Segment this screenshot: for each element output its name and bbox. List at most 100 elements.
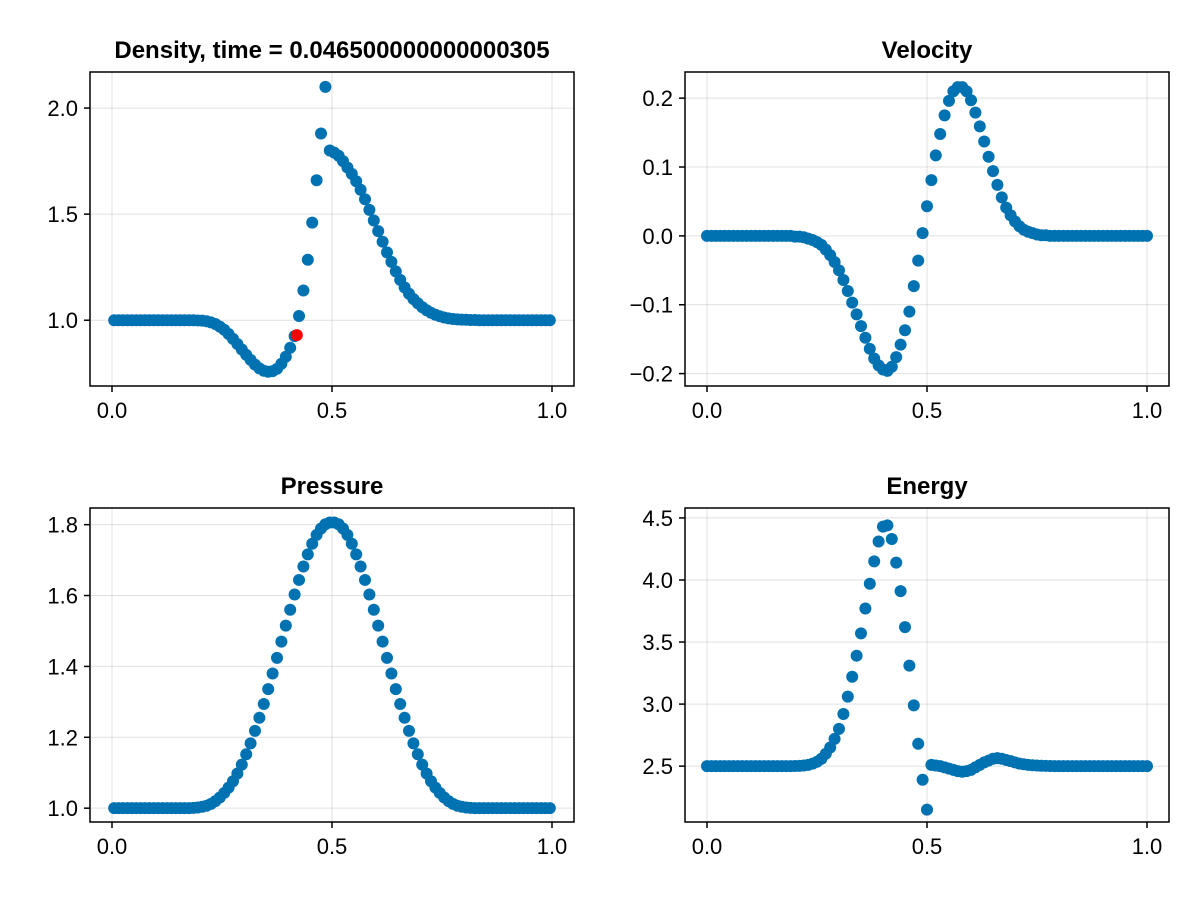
velocity-point-36 [859, 331, 872, 344]
pressure-point-40 [284, 603, 297, 616]
energy-point-35 [855, 627, 867, 640]
energy-point-38 [868, 555, 881, 568]
pressure-point-69 [411, 748, 424, 761]
pressure-xtick-label-0: 0.0 [97, 834, 128, 859]
pressure-ytick-label-2: 1.4 [47, 654, 78, 679]
pressure-point-28 [231, 767, 244, 780]
density-point-60 [372, 225, 385, 238]
energy-ytick-label-2: 3.5 [642, 630, 673, 655]
pressure-title: Pressure [281, 473, 384, 500]
density-point-56 [354, 183, 367, 196]
pressure-point-65 [394, 697, 407, 710]
density-point-39 [279, 350, 292, 363]
velocity-point-53 [934, 127, 947, 140]
pressure-point-61 [376, 635, 389, 648]
velocity-point-46 [903, 305, 916, 318]
pressure-point-43 [297, 560, 310, 573]
density-title: Density, time = 0.046500000000000305 [114, 37, 549, 64]
energy-ytick-label-4: 4.5 [642, 506, 673, 531]
velocity-ytick-label-0: −0.2 [630, 362, 673, 387]
velocity-point-43 [890, 351, 903, 364]
pressure-ytick-label-4: 1.8 [47, 513, 78, 538]
pressure-point-60 [372, 619, 385, 632]
panel-velocity: 0.0 0.5 1.0 −0.2 −0.1 0.0 0.1 0.2 Velocity [630, 37, 1170, 423]
velocity-point-64 [982, 150, 995, 163]
velocity-point-32 [841, 284, 854, 297]
density-xtick-label-1: 0.5 [317, 398, 348, 423]
velocity-ytick-label-4: 0.2 [642, 86, 673, 111]
density-point-57 [359, 193, 371, 206]
velocity-point-55 [943, 94, 955, 107]
energy-point-48 [912, 737, 925, 750]
pressure-ytick-label-1: 1.2 [47, 725, 78, 750]
density-point-43 [297, 284, 310, 297]
density-point-45 [306, 216, 319, 229]
pressure-point-62 [381, 651, 393, 664]
pressure-point-70 [416, 758, 429, 771]
pressure-xtick-label-2: 1.0 [537, 834, 568, 859]
density-point-48 [319, 80, 332, 93]
velocity-point-35 [855, 320, 867, 333]
velocity-point-33 [846, 296, 859, 309]
energy-point-46 [903, 659, 916, 672]
pressure-point-55 [350, 548, 363, 561]
pressure-point-59 [367, 603, 380, 616]
velocity-point-51 [925, 174, 938, 187]
pressure-point-68 [407, 737, 420, 750]
velocity-point-47 [907, 280, 920, 293]
velocity-point-45 [899, 324, 911, 337]
density-ytick-label-1: 1.5 [47, 202, 78, 227]
panel-pressure: 0.0 0.5 1.0 1.0 1.2 1.4 1.6 1.8 Pressure [47, 473, 575, 859]
panel-density: 0.0 0.5 1.0 1.0 1.5 2.0 Density, time = 0.0465… [47, 37, 575, 423]
velocity-title: Velocity [882, 37, 973, 64]
pressure-point-57 [359, 573, 371, 586]
pressure-point-53 [341, 528, 354, 541]
velocity-point-100 [1141, 229, 1153, 242]
density-point-47 [315, 127, 327, 140]
velocity-point-59 [960, 85, 973, 98]
pressure-point-66 [398, 711, 411, 724]
pressure-point-31 [244, 737, 257, 750]
pressure-point-56 [354, 560, 367, 573]
velocity-point-31 [837, 273, 850, 286]
energy-point-33 [846, 670, 859, 683]
pressure-point-63 [385, 667, 398, 680]
pressure-ytick-label-0: 1.0 [47, 796, 78, 821]
density-point-40 [284, 341, 297, 354]
energy-point-34 [850, 649, 863, 662]
velocity-point-34 [850, 308, 863, 321]
velocity-point-37 [863, 342, 876, 355]
energy-xtick-label-1: 0.5 [912, 834, 943, 859]
energy-ytick-label-0: 2.5 [642, 754, 673, 779]
pressure-point-64 [389, 683, 402, 696]
density-ytick-label-0: 1.0 [47, 308, 78, 333]
velocity-ytick-label-3: 0.1 [642, 155, 673, 180]
velocity-point-54 [938, 109, 951, 122]
energy-point-30 [833, 722, 845, 735]
energy-point-49 [916, 773, 929, 786]
pressure-point-54 [345, 537, 358, 550]
pressure-point-58 [363, 588, 376, 601]
velocity-point-50 [921, 200, 933, 213]
density-point-62 [381, 246, 393, 259]
pressure-point-32 [249, 724, 261, 737]
pressure-point-99 [543, 802, 556, 815]
energy-point-41 [881, 519, 894, 532]
velocity-ytick-label-2: 0.0 [642, 224, 673, 249]
energy-point-36 [859, 602, 872, 615]
pressure-point-44 [301, 548, 314, 561]
energy-point-31 [837, 708, 850, 721]
velocity-point-42 [885, 360, 898, 373]
pressure-point-67 [403, 724, 415, 737]
velocity-point-30 [833, 264, 845, 277]
density-point-46 [310, 174, 323, 187]
density-point-59 [367, 214, 380, 227]
density-point-44 [301, 253, 314, 266]
energy-point-42 [885, 533, 898, 546]
energy-point-32 [841, 690, 854, 703]
velocity-point-65 [987, 165, 999, 178]
velocity-point-61 [969, 106, 982, 119]
pressure-point-42 [293, 573, 305, 586]
